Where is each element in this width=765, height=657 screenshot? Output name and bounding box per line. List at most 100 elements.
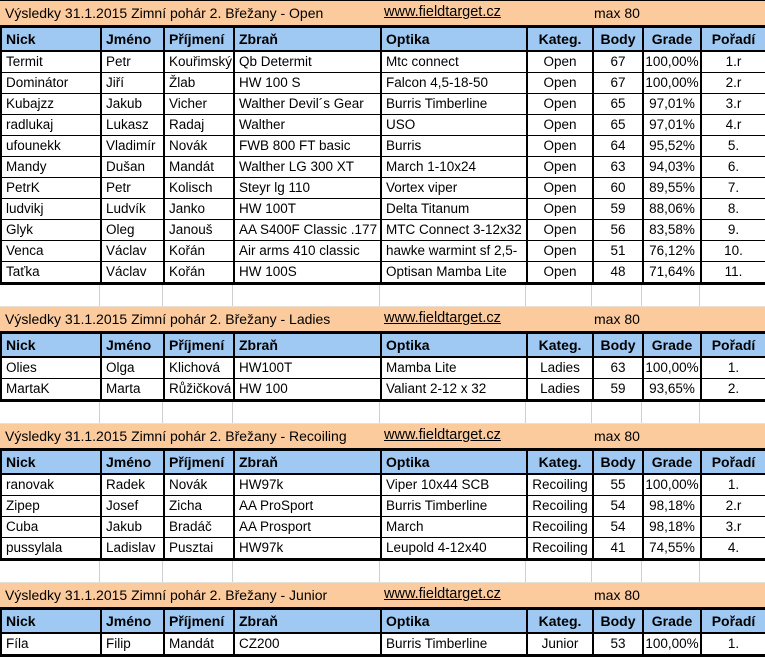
cell-jmeno: Jiří xyxy=(100,72,165,94)
cell-jmeno: Marta xyxy=(100,378,165,402)
cell-grade: 93,65% xyxy=(642,378,702,402)
cell-optika: Falcon 4,5-18-50 xyxy=(380,72,528,94)
cell-kateg: Junior xyxy=(526,632,594,657)
cell-optika: Burris Timberline xyxy=(380,93,528,115)
column-header-prijmeni: Příjmení xyxy=(163,331,235,358)
column-header-kateg: Kateg. xyxy=(526,331,594,358)
results-table-ladies: Nick Jméno Příjmení Zbraň Optika Kateg. Body Gr… xyxy=(0,331,765,402)
grid-cell xyxy=(100,561,163,582)
column-header-poradi: Pořadí xyxy=(700,25,765,52)
cell-prijmeni: Novák xyxy=(163,473,235,496)
cell-body: 59 xyxy=(592,198,644,220)
cell-poradi: 8. xyxy=(700,198,765,220)
grid-cell xyxy=(700,561,765,582)
cell-nick: pussylala xyxy=(0,537,102,561)
cell-zbran: Walther Devil´s Gear xyxy=(233,93,382,115)
cell-jmeno: Jakub xyxy=(100,93,165,115)
cell-zbran: AA Prosport xyxy=(233,516,382,538)
results-table-recoiling: Nick Jméno Příjmení Zbraň Optika Kateg. Body Gr… xyxy=(0,448,765,561)
cell-body: 63 xyxy=(592,156,644,178)
cell-poradi: 10. xyxy=(700,240,765,262)
cell-grade: 88,06% xyxy=(642,198,702,220)
cell-poradi: 1. xyxy=(700,473,765,496)
cell-optika: Vortex viper xyxy=(380,177,528,199)
cell-zbran: HW100T xyxy=(233,356,382,379)
column-header-body: Body xyxy=(592,331,644,358)
column-header-kateg: Kateg. xyxy=(526,607,594,634)
cell-kateg: Open xyxy=(526,156,594,178)
header-row: Nick Jméno Příjmení Zbraň Optika Kateg. Body Gr… xyxy=(0,331,765,358)
cell-zbran: HW 100S xyxy=(233,261,382,285)
cell-poradi: 2.r xyxy=(700,72,765,94)
column-header-nick: Nick xyxy=(0,331,102,358)
column-header-zbran: Zbraň xyxy=(233,448,382,475)
cell-body: 63 xyxy=(592,356,644,379)
section-recoiling: Výsledky 31.1.2015 Zimní pohár 2. Břežan… xyxy=(0,424,765,561)
section-title-row: Výsledky 31.1.2015 Zimní pohár 2. Břežan… xyxy=(0,583,765,607)
grid-cell xyxy=(233,285,380,306)
cell-prijmeni: Klichová xyxy=(163,356,235,379)
fieldtarget-link[interactable]: www.fieldtarget.cz xyxy=(384,310,501,326)
cell-jmeno: Ladislav xyxy=(100,537,165,561)
column-header-jmeno: Jméno xyxy=(100,448,165,475)
cell-body: 67 xyxy=(592,50,644,73)
cell-poradi: 4. xyxy=(700,537,765,561)
section-title: Výsledky 31.1.2015 Zimní pohár 2. Břežan… xyxy=(5,587,328,603)
cell-prijmeni: Žlab xyxy=(163,72,235,94)
cell-grade: 71,64% xyxy=(642,261,702,285)
fieldtarget-link[interactable]: www.fieldtarget.cz xyxy=(384,4,501,20)
cell-kateg: Open xyxy=(526,240,594,262)
result-row: radlukaj Lukasz Radaj Walther USO Open 65 97,01… xyxy=(0,114,765,136)
column-header-prijmeni: Příjmení xyxy=(163,448,235,475)
cell-optika: Mtc connect xyxy=(380,50,528,73)
cell-prijmeni: Růžičková xyxy=(163,378,235,402)
header-row: Nick Jméno Příjmení Zbraň Optika Kateg. Body Gr… xyxy=(0,448,765,475)
cell-poradi: 6. xyxy=(700,156,765,178)
cell-kateg: Open xyxy=(526,198,594,220)
cell-jmeno: Filip xyxy=(100,632,165,657)
cell-prijmeni: Kolisch xyxy=(163,177,235,199)
grid-cell xyxy=(163,402,233,423)
cell-grade: 100,00% xyxy=(642,72,702,94)
cell-jmeno: Olga xyxy=(100,356,165,379)
section-title-row: Výsledky 31.1.2015 Zimní pohár 2. Břežan… xyxy=(0,307,765,331)
column-header-prijmeni: Příjmení xyxy=(163,25,235,52)
grid-cell xyxy=(642,285,700,306)
result-row: Mandy Dušan Mandát Walther LG 300 XT March 1… xyxy=(0,156,765,178)
column-header-prijmeni: Příjmení xyxy=(163,607,235,634)
cell-nick: Taťka xyxy=(0,261,102,285)
cell-nick: MartaK xyxy=(0,378,102,402)
cell-grade: 95,52% xyxy=(642,135,702,157)
cell-prijmeni: Pusztai xyxy=(163,537,235,561)
grid-cell xyxy=(233,402,380,423)
cell-poradi: 2.r xyxy=(700,495,765,517)
cell-poradi: 2. xyxy=(700,378,765,402)
cell-nick: ufounekk xyxy=(0,135,102,157)
cell-body: 59 xyxy=(592,378,644,402)
column-header-zbran: Zbraň xyxy=(233,25,382,52)
result-row: Zipep Josef Zicha AA ProSport Burris Timberl… xyxy=(0,495,765,517)
cell-body: 67 xyxy=(592,72,644,94)
section-junior: Výsledky 31.1.2015 Zimní pohár 2. Břežan… xyxy=(0,583,765,657)
cell-kateg: Open xyxy=(526,93,594,115)
cell-poradi: 4.r xyxy=(700,114,765,136)
cell-nick: Cuba xyxy=(0,516,102,538)
cell-prijmeni: Janouš xyxy=(163,219,235,241)
cell-zbran: HW97k xyxy=(233,473,382,496)
fieldtarget-link[interactable]: www.fieldtarget.cz xyxy=(384,427,501,443)
result-row: MartaK Marta Růžičková HW 100 Valiant 2-12 x… xyxy=(0,378,765,402)
section-ladies: Výsledky 31.1.2015 Zimní pohár 2. Břežan… xyxy=(0,307,765,402)
max-score-label: max 80 xyxy=(594,5,640,21)
cell-jmeno: Lukasz xyxy=(100,114,165,136)
cell-kateg: Recoiling xyxy=(526,473,594,496)
result-row: Termit Petr Kouřimský Qb Determit Mtc connec… xyxy=(0,50,765,73)
cell-zbran: AA S400F Classic .177 xyxy=(233,219,382,241)
result-row: Fíla Filip Mandát CZ200 Burris Timberline Jun… xyxy=(0,632,765,657)
cell-jmeno: Vladimír xyxy=(100,135,165,157)
column-header-body: Body xyxy=(592,448,644,475)
cell-zbran: Walther LG 300 XT xyxy=(233,156,382,178)
section-gap xyxy=(0,561,765,583)
fieldtarget-link[interactable]: www.fieldtarget.cz xyxy=(384,586,501,602)
cell-body: 56 xyxy=(592,219,644,241)
grid-cell xyxy=(163,285,233,306)
